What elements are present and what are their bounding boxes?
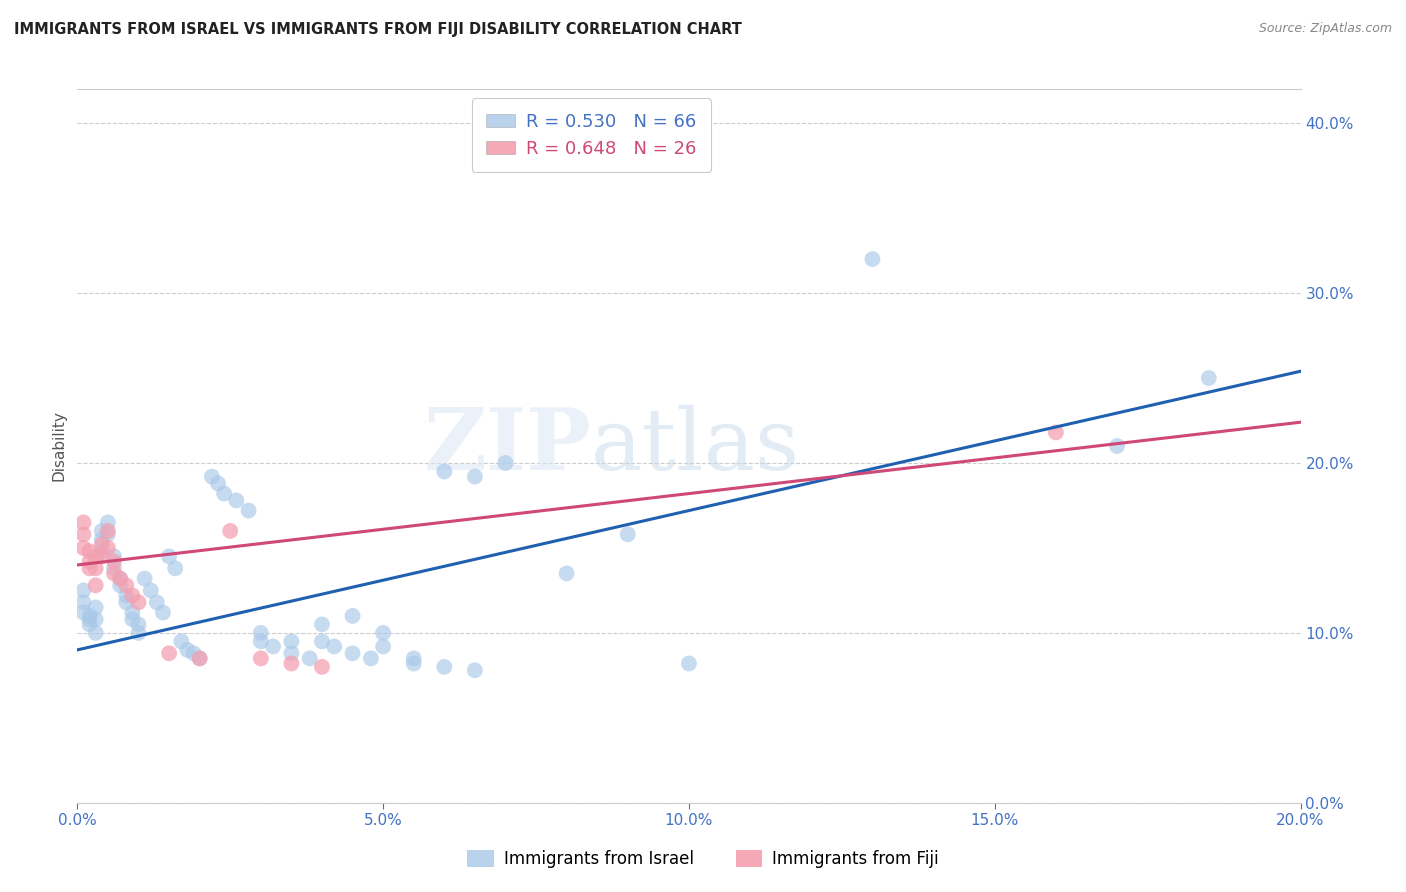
Point <box>1198 371 1220 385</box>
Point <box>115 595 138 609</box>
Point <box>262 640 284 654</box>
Point <box>371 640 394 654</box>
Point <box>72 595 94 609</box>
Legend: Immigrants from Israel, Immigrants from Fiji: Immigrants from Israel, Immigrants from … <box>461 843 945 875</box>
Point <box>250 634 273 648</box>
Point <box>134 572 156 586</box>
Point <box>250 651 273 665</box>
Point <box>79 561 101 575</box>
Point <box>280 646 302 660</box>
Point <box>127 595 149 609</box>
Point <box>84 600 107 615</box>
Point <box>323 640 346 654</box>
Point <box>176 643 198 657</box>
Point <box>298 651 321 665</box>
Point <box>433 660 456 674</box>
Point <box>90 533 112 547</box>
Point <box>97 516 120 530</box>
Point <box>495 456 517 470</box>
Point <box>862 252 884 266</box>
Point <box>84 549 107 564</box>
Point <box>121 606 143 620</box>
Point <box>79 608 101 623</box>
Point <box>127 617 149 632</box>
Point <box>464 663 486 677</box>
Point <box>433 465 456 479</box>
Point <box>342 608 364 623</box>
Point <box>90 544 112 558</box>
Point <box>97 524 120 538</box>
Point <box>127 626 149 640</box>
Point <box>360 651 382 665</box>
Point <box>371 626 394 640</box>
Point <box>342 646 364 660</box>
Point <box>157 646 180 660</box>
Point <box>103 561 125 575</box>
Point <box>72 516 94 530</box>
Point <box>225 493 247 508</box>
Point <box>90 524 112 538</box>
Point <box>79 617 101 632</box>
Y-axis label: Disability: Disability <box>51 410 66 482</box>
Point <box>84 612 107 626</box>
Point <box>1107 439 1129 453</box>
Point <box>280 657 302 671</box>
Point <box>84 578 107 592</box>
Point <box>115 578 138 592</box>
Point <box>188 651 211 665</box>
Legend: R = 0.530   N = 66, R = 0.648   N = 26: R = 0.530 N = 66, R = 0.648 N = 26 <box>471 98 710 172</box>
Point <box>201 469 224 483</box>
Point <box>121 589 143 603</box>
Point <box>212 486 235 500</box>
Point <box>207 476 229 491</box>
Point <box>79 544 101 558</box>
Point <box>311 660 333 674</box>
Point <box>72 583 94 598</box>
Point <box>79 555 101 569</box>
Point <box>311 634 333 648</box>
Point <box>188 651 211 665</box>
Point <box>139 583 162 598</box>
Text: Source: ZipAtlas.com: Source: ZipAtlas.com <box>1258 22 1392 36</box>
Text: atlas: atlas <box>591 404 800 488</box>
Point <box>146 595 169 609</box>
Point <box>90 537 112 551</box>
Point <box>108 572 131 586</box>
Point <box>108 578 131 592</box>
Point <box>121 612 143 626</box>
Point <box>84 626 107 640</box>
Point <box>183 646 205 660</box>
Point <box>97 527 120 541</box>
Point <box>311 617 333 632</box>
Point <box>170 634 193 648</box>
Point <box>103 566 125 581</box>
Text: IMMIGRANTS FROM ISRAEL VS IMMIGRANTS FROM FIJI DISABILITY CORRELATION CHART: IMMIGRANTS FROM ISRAEL VS IMMIGRANTS FRO… <box>14 22 742 37</box>
Point <box>250 626 273 640</box>
Point <box>165 561 187 575</box>
Point <box>79 612 101 626</box>
Point <box>402 651 425 665</box>
Text: ZIP: ZIP <box>423 404 591 488</box>
Point <box>108 572 131 586</box>
Point <box>72 527 94 541</box>
Point <box>280 634 302 648</box>
Point <box>115 589 138 603</box>
Point <box>72 606 94 620</box>
Point <box>238 503 260 517</box>
Point <box>402 657 425 671</box>
Point <box>1045 425 1067 440</box>
Point <box>84 561 107 575</box>
Point <box>617 527 640 541</box>
Point <box>157 549 180 564</box>
Point <box>555 566 578 581</box>
Point <box>103 555 125 569</box>
Point <box>97 541 120 555</box>
Point <box>464 469 486 483</box>
Point <box>72 541 94 555</box>
Point <box>219 524 242 538</box>
Point <box>152 606 174 620</box>
Point <box>678 657 700 671</box>
Point <box>90 549 112 564</box>
Point <box>103 549 125 564</box>
